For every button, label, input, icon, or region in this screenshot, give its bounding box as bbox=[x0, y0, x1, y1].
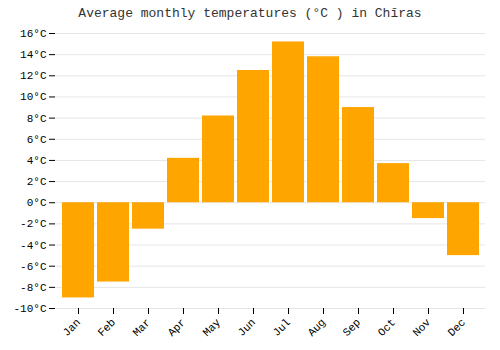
svg-text:Nov: Nov bbox=[411, 316, 434, 339]
svg-text:Oct: Oct bbox=[376, 316, 398, 338]
svg-text:12°C: 12°C bbox=[20, 70, 47, 82]
svg-text:-4°C: -4°C bbox=[20, 240, 47, 252]
svg-text:10°C: 10°C bbox=[20, 91, 47, 103]
svg-text:Jun: Jun bbox=[236, 316, 258, 338]
svg-text:4°C: 4°C bbox=[27, 155, 47, 167]
svg-text:Jul: Jul bbox=[271, 316, 293, 338]
svg-text:6°C: 6°C bbox=[27, 134, 47, 146]
svg-text:-6°C: -6°C bbox=[20, 261, 47, 273]
svg-text:-10°C: -10°C bbox=[13, 303, 46, 315]
svg-text:0°C: 0°C bbox=[27, 197, 47, 209]
svg-text:8°C: 8°C bbox=[27, 113, 47, 125]
html-text:Average monthly temperatures (: Average monthly temperatures (°C ) in Ch… bbox=[78, 6, 422, 21]
svg-text:Jan: Jan bbox=[61, 316, 83, 338]
svg-text:16°C: 16°C bbox=[20, 28, 47, 40]
svg-text:Feb: Feb bbox=[96, 316, 118, 338]
svg-text:2°C: 2°C bbox=[27, 176, 47, 188]
svg-text:14°C: 14°C bbox=[20, 49, 47, 61]
svg-text:Dec: Dec bbox=[446, 316, 468, 338]
svg-text:Aug: Aug bbox=[306, 316, 328, 338]
svg-text:-2°C: -2°C bbox=[20, 218, 47, 230]
svg-text:Mar: Mar bbox=[131, 316, 153, 338]
svg-text:Sep: Sep bbox=[341, 316, 363, 338]
svg-text:-8°C: -8°C bbox=[20, 282, 47, 294]
svg-text:Apr: Apr bbox=[166, 316, 188, 338]
svg-text:May: May bbox=[201, 316, 224, 339]
